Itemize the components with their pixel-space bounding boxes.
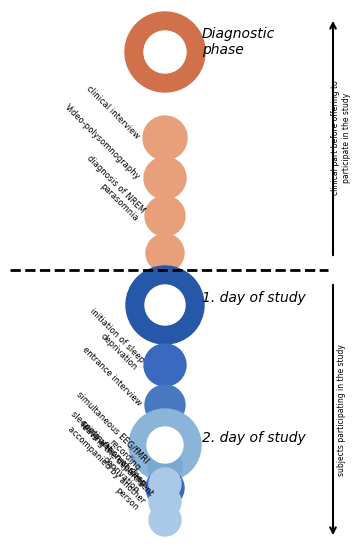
Circle shape <box>148 449 182 483</box>
Circle shape <box>125 12 205 92</box>
Circle shape <box>129 409 201 481</box>
Text: clinical part before offering to
participate in the study: clinical part before offering to partici… <box>331 81 351 195</box>
Text: 1. day of study: 1. day of study <box>202 291 306 305</box>
Text: entrance interview: entrance interview <box>80 345 143 408</box>
Circle shape <box>149 486 181 518</box>
Circle shape <box>146 234 184 272</box>
Circle shape <box>144 344 186 386</box>
Text: simultaneous EEG/fMRI
recording: simultaneous EEG/fMRI recording <box>67 390 150 473</box>
Text: 2. day of study: 2. day of study <box>202 431 306 445</box>
Text: leaving the department
accompanied by another
person: leaving the department accompanied by an… <box>59 417 155 513</box>
Text: subjects participating in the study: subjects participating in the study <box>337 344 346 476</box>
Text: Video-polysomnography: Video-polysomnography <box>63 102 142 181</box>
Text: continuation of sleep
deprivation: continuation of sleep deprivation <box>72 419 148 495</box>
Circle shape <box>149 468 181 500</box>
Circle shape <box>147 427 183 463</box>
Circle shape <box>149 504 181 536</box>
Circle shape <box>145 196 185 236</box>
Circle shape <box>144 31 186 73</box>
Text: initiation of sleep
deprivation: initiation of sleep deprivation <box>80 306 146 372</box>
Circle shape <box>126 266 204 344</box>
Circle shape <box>145 285 185 325</box>
Circle shape <box>146 469 184 507</box>
Text: Diagnostic
phase: Diagnostic phase <box>202 27 275 57</box>
Text: clinical interview: clinical interview <box>85 85 141 141</box>
Text: diagnosis of NREM
parasomnia: diagnosis of NREM parasomnia <box>78 154 147 223</box>
Circle shape <box>145 385 185 425</box>
Circle shape <box>144 157 186 199</box>
Text: sleeping after recording: sleeping after recording <box>69 409 147 487</box>
Circle shape <box>143 116 187 160</box>
